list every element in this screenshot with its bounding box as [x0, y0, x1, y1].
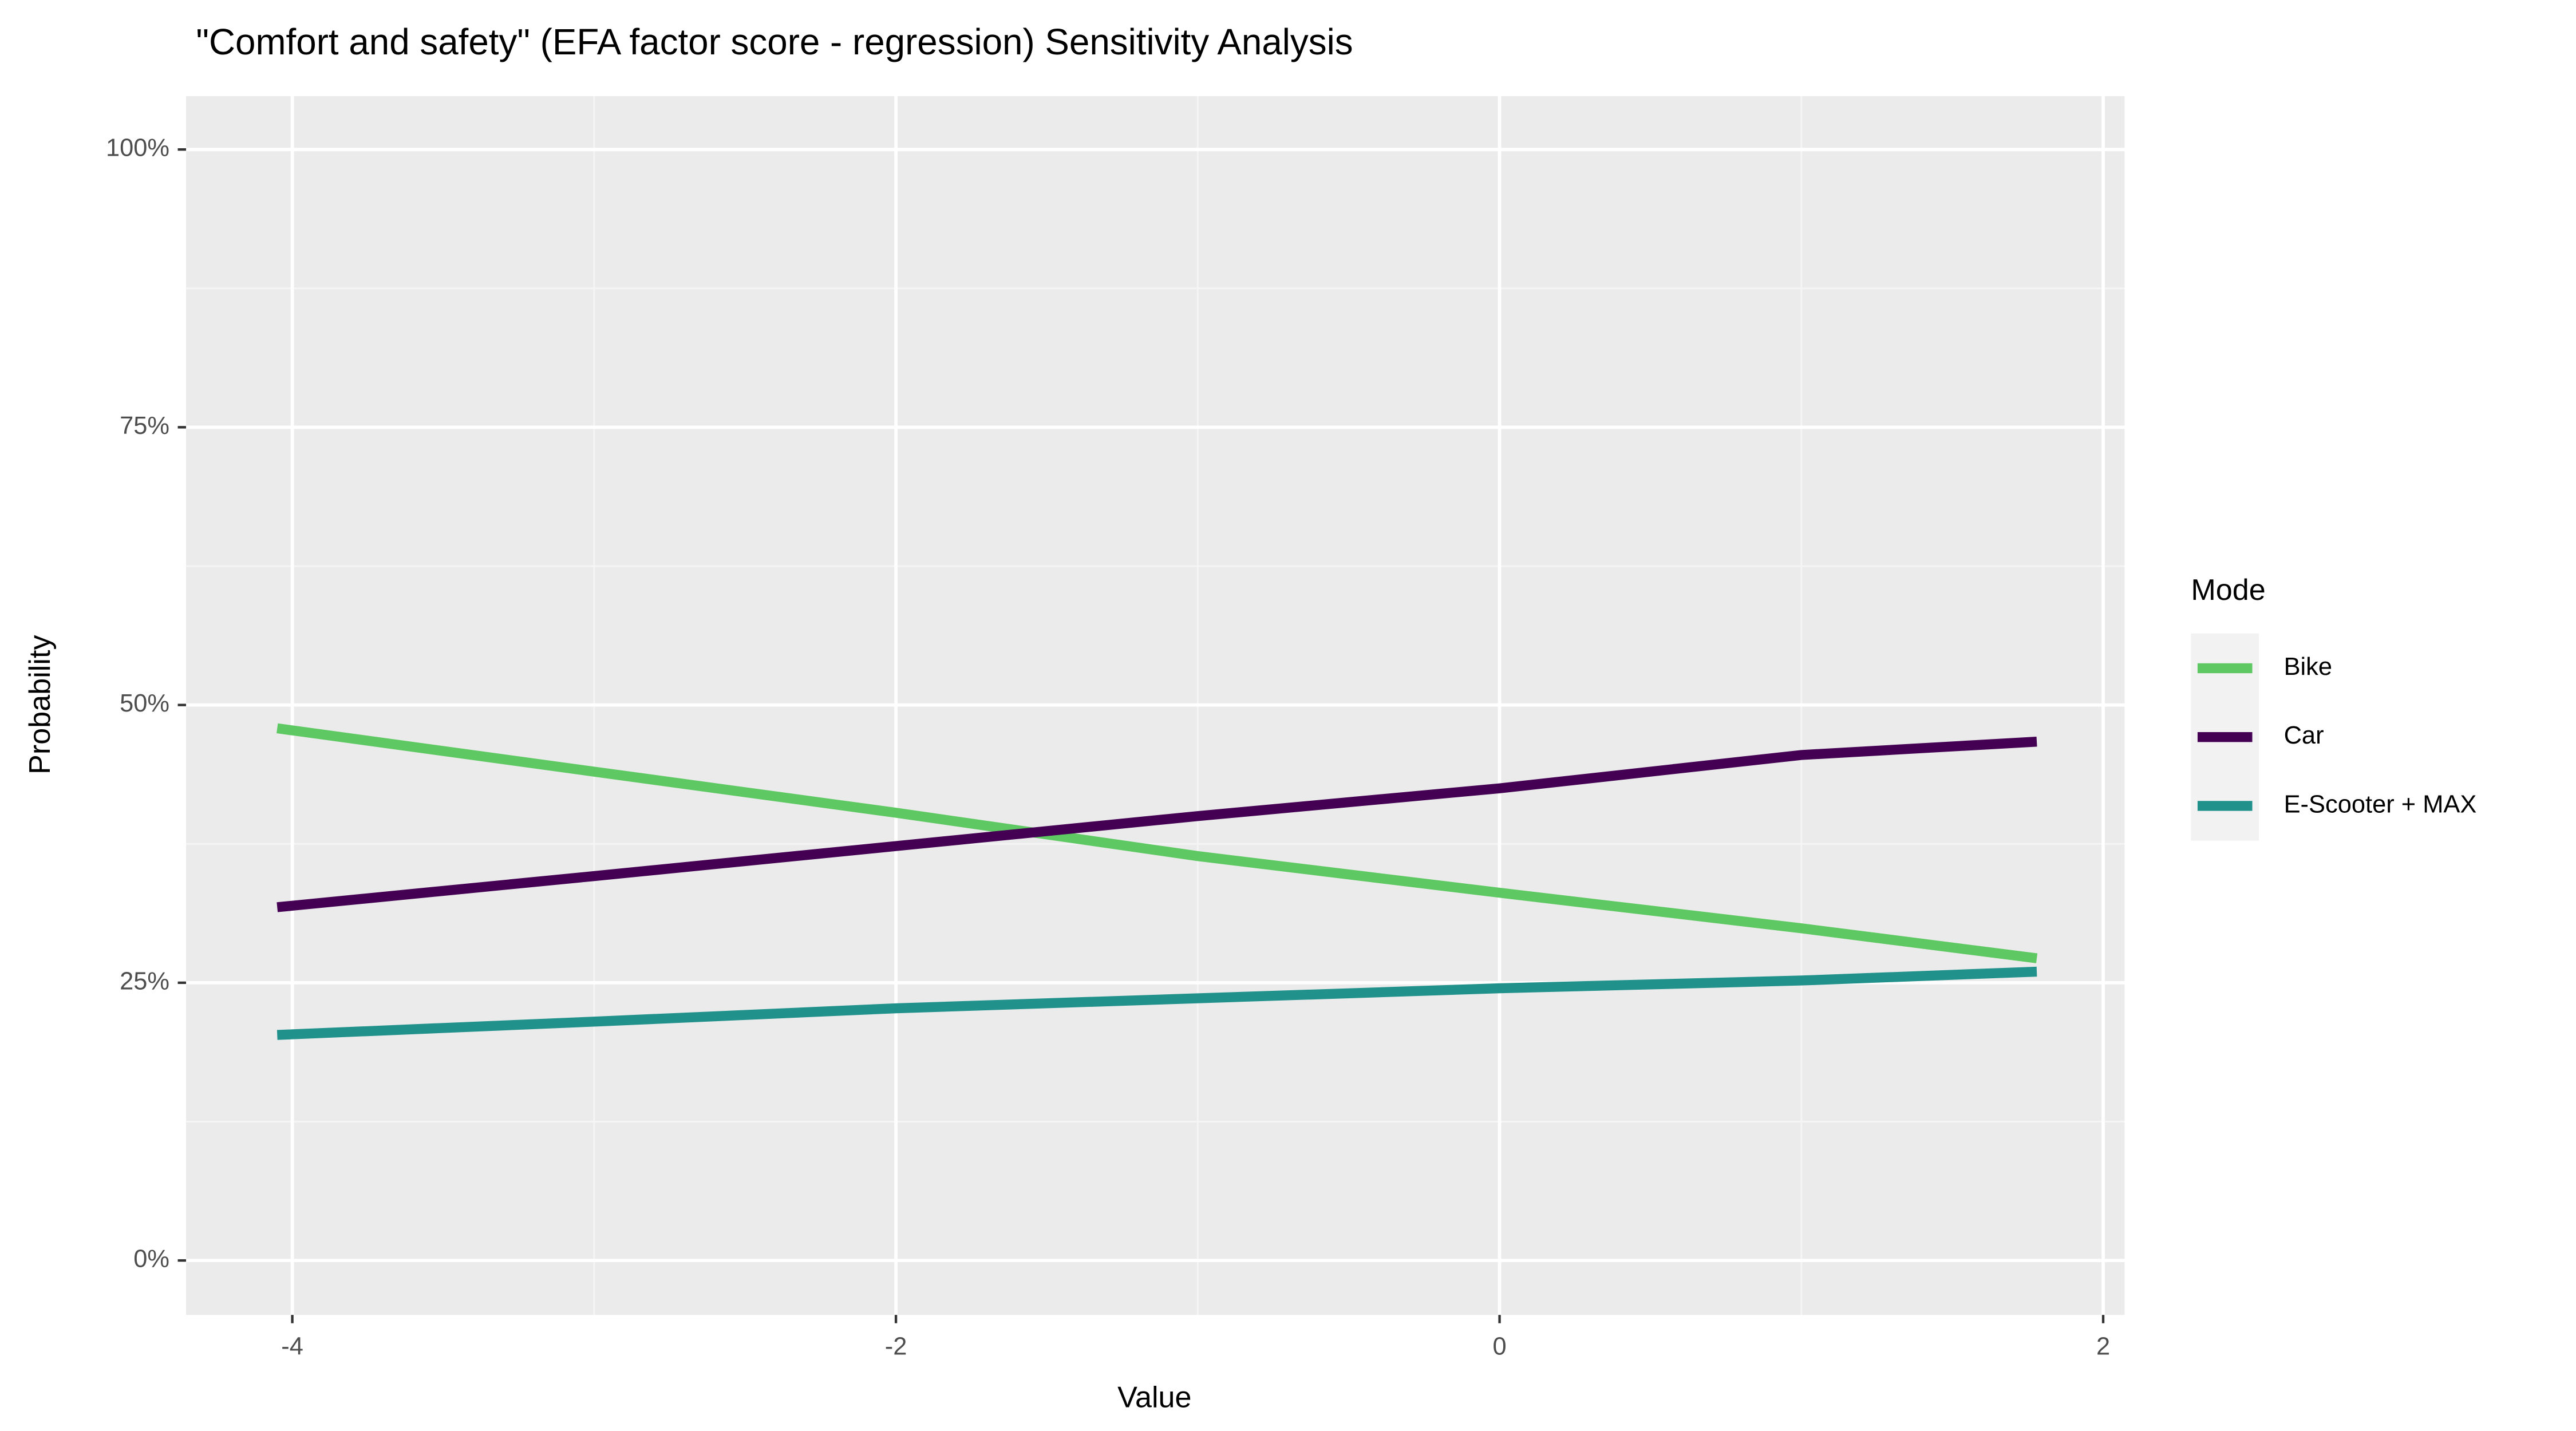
series-line — [276, 723, 2038, 963]
x-tick-label: -4 — [281, 1333, 303, 1361]
grid — [186, 96, 2125, 1315]
legend-label: Bike — [2284, 653, 2333, 681]
x-tick-label: -2 — [885, 1333, 907, 1361]
y-axis-title: Probability — [23, 635, 57, 774]
legend-label: E-Scooter + MAX — [2284, 790, 2477, 818]
y-tick-label: 0% — [133, 1246, 169, 1273]
y-tick-label: 100% — [106, 135, 169, 162]
legend-title: Mode — [2191, 574, 2265, 607]
x-tick-label: 0 — [1492, 1333, 1506, 1361]
y-tick-label: 75% — [120, 412, 169, 440]
legend-label: Car — [2284, 722, 2324, 749]
x-tick-label: 2 — [2096, 1333, 2110, 1361]
series-line — [276, 737, 2037, 912]
chart-title: "Comfort and safety" (EFA factor score -… — [196, 21, 1353, 62]
y-tick-label: 50% — [120, 690, 169, 717]
series-line — [276, 966, 2037, 1040]
x-axis-title: Value — [1117, 1381, 1191, 1414]
lines — [276, 723, 2038, 1040]
legend: Bike Car E-Scooter + MAX — [2191, 633, 2477, 841]
y-tick-label: 25% — [120, 967, 169, 995]
